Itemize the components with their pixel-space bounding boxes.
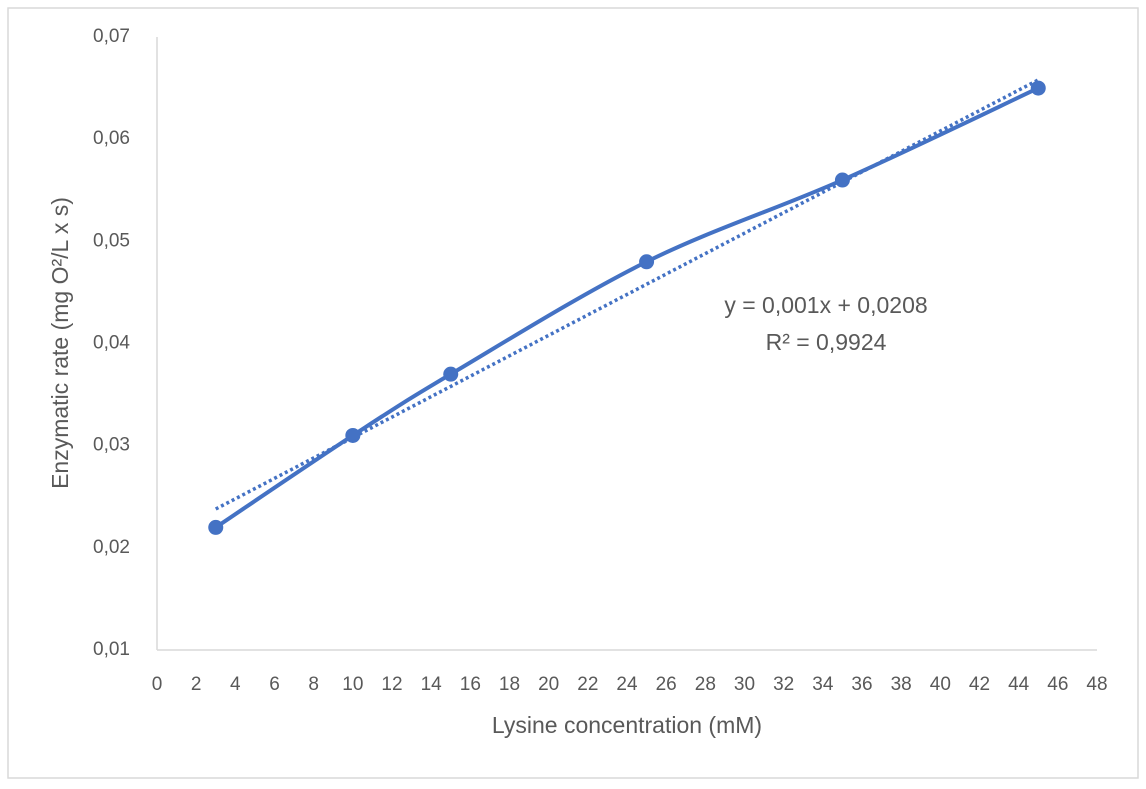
data-point	[208, 519, 224, 535]
x-tick-label: 38	[891, 674, 912, 695]
trend-r2: R² = 0,9924	[766, 329, 887, 355]
data-point	[345, 427, 361, 443]
x-tick-label: 48	[1086, 674, 1107, 695]
x-tick-label: 22	[577, 674, 598, 695]
x-tick-label: 2	[191, 674, 202, 695]
trendline	[214, 78, 1040, 511]
data-point	[834, 172, 850, 188]
x-tick-label: 4	[230, 674, 241, 695]
x-tick-label: 40	[930, 674, 951, 695]
data-point	[639, 254, 655, 270]
x-tick-label: 30	[734, 674, 755, 695]
data-point	[1030, 80, 1046, 96]
x-tick-label: 6	[269, 674, 280, 695]
y-axis-label: Enzymatic rate (mg O²/L x s)	[47, 197, 73, 489]
series-line	[214, 86, 1040, 530]
x-tick-label: 14	[421, 674, 443, 695]
x-tick-label: 8	[308, 674, 319, 695]
x-tick-label: 16	[460, 674, 481, 695]
x-tick-label: 18	[499, 674, 520, 695]
x-tick-label: 20	[538, 674, 559, 695]
y-tick-label: 0,06	[93, 128, 130, 149]
x-tick-label: 0	[152, 674, 163, 695]
y-tick-label: 0,07	[93, 26, 130, 47]
x-tick-label: 24	[616, 674, 638, 695]
x-tick-label: 36	[851, 674, 872, 695]
data-point	[443, 366, 459, 382]
x-tick-label: 32	[773, 674, 794, 695]
x-tick-label: 44	[1008, 674, 1030, 695]
y-tick-label: 0,04	[93, 333, 130, 354]
trend-equation: y = 0,001x + 0,0208	[724, 292, 927, 318]
y-tick-label: 0,02	[93, 537, 130, 558]
x-tick-label: 42	[969, 674, 990, 695]
x-axis-label: Lysine concentration (mM)	[492, 712, 762, 738]
x-tick-label: 12	[381, 674, 402, 695]
y-tick-label: 0,05	[93, 230, 130, 251]
y-tick-label: 0,03	[93, 435, 130, 456]
x-tick-label: 34	[812, 674, 834, 695]
x-tick-label: 28	[695, 674, 716, 695]
x-tick-label: 46	[1047, 674, 1068, 695]
y-tick-label: 0,01	[93, 639, 130, 660]
x-tick-label: 26	[656, 674, 677, 695]
x-tick-label: 10	[342, 674, 363, 695]
